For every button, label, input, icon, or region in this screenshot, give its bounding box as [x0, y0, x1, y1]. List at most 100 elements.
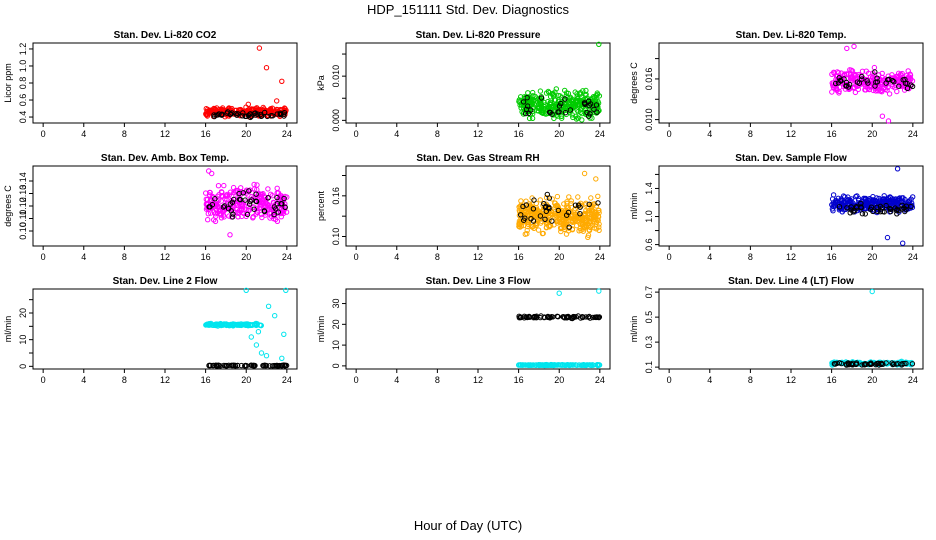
- data-point: [259, 113, 265, 119]
- data-point: [830, 208, 836, 214]
- y-axis-label: ml/min: [629, 316, 639, 343]
- data-point: [266, 108, 273, 114]
- x-tick-label: 24: [282, 375, 292, 385]
- data-point: [244, 211, 251, 218]
- data-point: [561, 212, 567, 219]
- data-point: [541, 314, 548, 320]
- data-point: [888, 208, 894, 215]
- data-point: [279, 201, 285, 207]
- x-tick-label: 12: [160, 129, 170, 139]
- x-tick-label: 12: [473, 375, 483, 385]
- y-tick-label: 0: [18, 364, 28, 369]
- data-point: [245, 101, 252, 108]
- x-tick-label: 24: [595, 252, 605, 262]
- data-point: [222, 322, 229, 328]
- data-point: [233, 187, 239, 194]
- data-point: [536, 101, 543, 107]
- data-point: [833, 80, 839, 87]
- data-point: [253, 322, 259, 328]
- x-tick-label: 4: [707, 252, 712, 262]
- data-point: [552, 203, 559, 209]
- data-point: [238, 185, 244, 191]
- y-tick-label: 10: [18, 335, 28, 345]
- chart-panel-1: Stan. Dev. Li-820 CO2 0 4 8 12 16 20 24 0.4 0.6 0.…: [3, 30, 298, 139]
- chart-panel-4: Stan. Dev. Amb. Box Temp. 0 4 8 12 16 20 24 0.10…: [3, 153, 298, 262]
- series-black: [206, 362, 290, 369]
- data-point: [236, 199, 242, 206]
- data-point: [530, 206, 537, 212]
- data-point: [871, 64, 878, 71]
- data-point: [562, 110, 569, 116]
- data-point: [594, 314, 600, 320]
- data-point: [909, 361, 916, 367]
- data-point: [520, 99, 527, 105]
- data-point: [251, 363, 257, 369]
- data-point: [243, 113, 250, 120]
- data-point: [229, 214, 236, 220]
- data-point: [593, 176, 599, 182]
- y-tick-label: 0: [331, 363, 341, 368]
- y-axis-label: ml/min: [3, 316, 13, 343]
- data-point: [554, 220, 561, 226]
- data-point: [516, 362, 522, 368]
- series-main: [516, 288, 603, 369]
- data-point: [839, 209, 845, 215]
- x-tick-label: 8: [748, 252, 753, 262]
- data-point: [596, 41, 602, 47]
- data-point: [573, 113, 579, 120]
- data-point: [227, 232, 233, 238]
- data-point: [546, 195, 553, 201]
- data-point: [879, 74, 885, 81]
- data-point: [904, 359, 910, 366]
- data-point: [844, 198, 850, 204]
- data-point: [564, 212, 570, 218]
- data-point: [231, 196, 237, 203]
- data-point: [593, 92, 599, 99]
- data-point: [262, 109, 268, 116]
- data-point: [591, 208, 597, 215]
- data-point: [587, 111, 593, 117]
- data-point: [549, 111, 555, 117]
- chart-panel-5: Stan. Dev. Gas Stream RH 0 4 8 12 16 20 24 0.10 0…: [316, 153, 611, 262]
- data-point: [234, 209, 241, 216]
- data-point: [854, 205, 860, 211]
- data-point: [568, 200, 574, 207]
- data-point: [586, 113, 592, 119]
- data-point: [212, 218, 219, 225]
- data-point: [596, 210, 602, 216]
- data-point: [271, 211, 277, 218]
- y-axis-label: degrees C: [3, 185, 13, 227]
- panel-title: Stan. Dev. Li-820 Temp.: [736, 30, 847, 41]
- data-point: [568, 106, 575, 112]
- data-point: [521, 94, 528, 100]
- x-tick-label: 4: [81, 375, 86, 385]
- data-point: [207, 192, 213, 198]
- data-point: [268, 191, 274, 198]
- data-point: [565, 228, 572, 234]
- x-tick-label: 4: [81, 252, 86, 262]
- y-tick-label: 0.5: [644, 311, 654, 324]
- data-point: [885, 118, 892, 124]
- data-point: [275, 363, 282, 369]
- panel-title: Stan. Dev. Sample Flow: [735, 153, 847, 164]
- data-point: [242, 363, 248, 369]
- data-point: [903, 360, 909, 367]
- x-tick-label: 24: [282, 129, 292, 139]
- y-tick-label: 1.0: [18, 60, 28, 73]
- data-point: [277, 111, 283, 118]
- data-point: [267, 363, 273, 369]
- data-point: [889, 78, 896, 84]
- data-point: [525, 103, 531, 109]
- data-point: [235, 322, 242, 328]
- data-point: [593, 110, 599, 116]
- data-point: [575, 194, 581, 200]
- x-tick-label: 8: [435, 252, 440, 262]
- data-point: [261, 208, 268, 215]
- data-point: [850, 209, 856, 215]
- data-point: [530, 218, 537, 224]
- data-point: [879, 205, 886, 211]
- data-point: [583, 87, 589, 94]
- data-point: [232, 362, 238, 368]
- data-point: [862, 211, 868, 217]
